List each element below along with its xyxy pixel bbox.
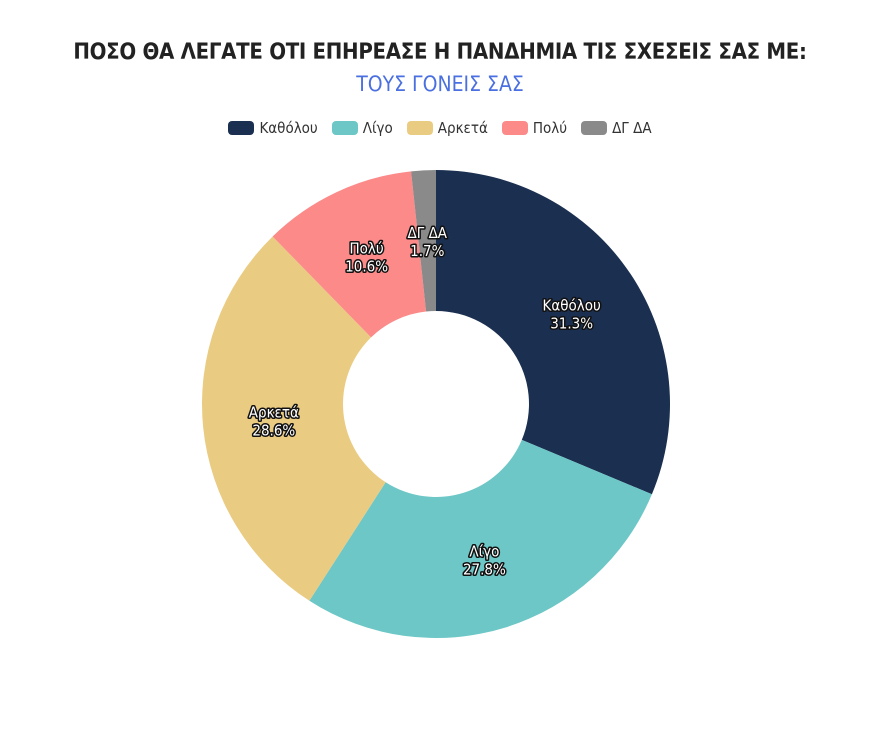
legend-item[interactable]: Λίγο <box>331 119 393 137</box>
legend-swatch <box>406 121 433 135</box>
legend-label: Καθόλου <box>259 119 318 137</box>
slice-value-label: 10.6% <box>345 258 388 276</box>
chart-subtitle: ΤΟΥΣ ΓΟΝΕΙΣ ΣΑΣ <box>356 72 524 96</box>
chart-title: ΠΟΣΟ ΘΑ ΛΕΓΑΤΕ ΟΤΙ ΕΠΗΡΕΑΣΕ Η ΠΑΝΔΗΜΙΑ Τ… <box>73 40 807 65</box>
legend-swatch <box>581 121 608 135</box>
legend-item[interactable]: ΔΓ ΔΑ <box>581 119 652 137</box>
legend-item[interactable]: Αρκετά <box>406 119 488 137</box>
legend-swatch <box>501 121 528 135</box>
legend: Καθόλου Λίγο Αρκετά Πολύ ΔΓ ΔΑ <box>0 119 880 137</box>
legend-item[interactable]: Πολύ <box>501 119 568 137</box>
slice-4[interactable] <box>411 170 436 312</box>
slice-value-label: 1.7% <box>410 242 444 260</box>
legend-label: Αρκετά <box>437 119 488 137</box>
slice-3[interactable] <box>272 171 427 338</box>
slice-0[interactable] <box>436 170 670 495</box>
slice-label: Αρκετά <box>249 403 299 421</box>
slice-value-label: 31.3% <box>550 315 593 333</box>
slice-label: Λίγο <box>469 543 499 561</box>
legend-label: Λίγο <box>362 119 393 137</box>
slice-1[interactable] <box>309 439 652 638</box>
slice-value-label: 27.8% <box>463 561 506 579</box>
legend-item[interactable]: Καθόλου <box>228 119 318 137</box>
slice-value-label: 28.6% <box>252 421 295 439</box>
slice-label: Καθόλου <box>543 297 601 315</box>
legend-label: ΔΓ ΔΑ <box>612 119 652 137</box>
legend-swatch <box>228 121 255 135</box>
legend-swatch <box>331 121 358 135</box>
slice-label: Πολύ <box>349 240 383 258</box>
slice-2[interactable] <box>202 236 386 601</box>
slice-label: ΔΓ ΔΑ <box>408 224 448 242</box>
legend-label: Πολύ <box>532 119 568 137</box>
